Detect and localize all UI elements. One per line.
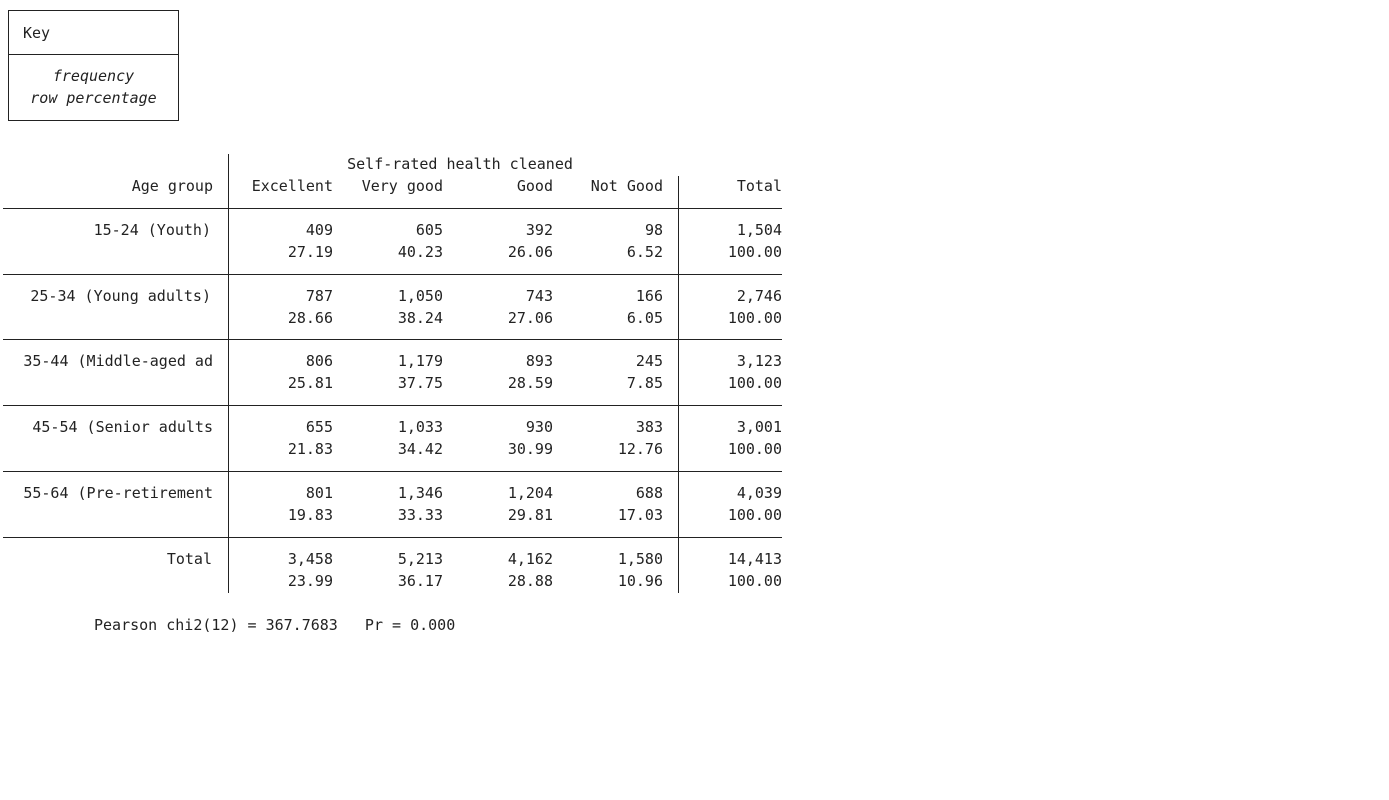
frequency-cell: 893: [525, 352, 553, 370]
key-title: Key: [23, 24, 51, 42]
total-frequency-cell: 4,162: [507, 550, 553, 568]
frequency-cell: 409: [305, 221, 333, 239]
row-rule: [3, 274, 782, 275]
key-box: Key frequency row percentage: [8, 10, 179, 121]
row-label: 15-24 (Youth): [93, 221, 211, 239]
frequency-cell: 806: [305, 352, 333, 370]
column-variable-header: Self-rated health cleaned: [347, 155, 573, 173]
grand-total-percentage-cell: 100.00: [727, 572, 782, 590]
frequency-cell: 98: [644, 221, 663, 239]
total-row-label: Total: [166, 550, 212, 568]
frequency-cell: 930: [525, 418, 553, 436]
key-row-percentage-label: row percentage: [30, 89, 157, 107]
row-percentage-cell: 17.03: [617, 506, 663, 524]
frequency-cell: 605: [415, 221, 443, 239]
row-percentage-cell: 37.75: [397, 374, 443, 392]
total-column-divider: [678, 176, 679, 593]
row-percentage-cell: 6.52: [626, 243, 663, 261]
row-percentage-cell: 27.06: [507, 309, 553, 327]
frequency-total-cell: 3,001: [736, 418, 782, 436]
column-header-total: Total: [736, 177, 782, 195]
row-percentage-cell: 12.76: [617, 440, 663, 458]
row-percentage-cell: 26.06: [507, 243, 553, 261]
frequency-total-cell: 4,039: [736, 484, 782, 502]
row-percentage-total-cell: 100.00: [727, 440, 782, 458]
row-percentage-cell: 19.83: [287, 506, 333, 524]
row-percentage-cell: 28.59: [507, 374, 553, 392]
row-percentage-cell: 29.81: [507, 506, 553, 524]
row-percentage-total-cell: 100.00: [727, 243, 782, 261]
frequency-cell: 743: [525, 287, 553, 305]
row-percentage-cell: 34.42: [397, 440, 443, 458]
row-percentage-total-cell: 100.00: [727, 506, 782, 524]
frequency-total-cell: 2,746: [736, 287, 782, 305]
row-variable-header: Age group: [131, 177, 213, 195]
row-rule: [3, 405, 782, 406]
column-header-good: Good: [516, 177, 553, 195]
frequency-total-cell: 1,504: [736, 221, 782, 239]
row-label: 25-34 (Young adults): [30, 287, 211, 305]
row-percentage-total-cell: 100.00: [727, 309, 782, 327]
row-label: 35-44 (Middle-aged ad: [23, 352, 213, 370]
row-percentage-cell: 38.24: [397, 309, 443, 327]
row-percentage-cell: 6.05: [626, 309, 663, 327]
frequency-cell: 245: [635, 352, 663, 370]
column-header-very-good: Very good: [361, 177, 443, 195]
row-label-divider: [228, 154, 229, 593]
row-percentage-cell: 40.23: [397, 243, 443, 261]
key-divider: [9, 54, 178, 55]
total-percentage-cell: 23.99: [287, 572, 333, 590]
frequency-cell: 392: [525, 221, 553, 239]
row-percentage-cell: 30.99: [507, 440, 553, 458]
key-frequency-label: frequency: [52, 67, 135, 85]
frequency-cell: 1,346: [397, 484, 443, 502]
total-frequency-cell: 5,213: [397, 550, 443, 568]
frequency-cell: 801: [305, 484, 333, 502]
column-header-excellent: Excellent: [251, 177, 333, 195]
total-percentage-cell: 28.88: [507, 572, 553, 590]
frequency-cell: 166: [635, 287, 663, 305]
frequency-cell: 787: [305, 287, 333, 305]
frequency-cell: 383: [635, 418, 663, 436]
row-percentage-cell: 7.85: [626, 374, 663, 392]
frequency-cell: 1,033: [397, 418, 443, 436]
grand-total-frequency-cell: 14,413: [727, 550, 782, 568]
total-frequency-cell: 1,580: [617, 550, 663, 568]
row-rule: [3, 471, 782, 472]
pearson-chi2-statistic: Pearson chi2(12) = 367.7683 Pr = 0.000: [94, 616, 456, 634]
row-percentage-cell: 25.81: [287, 374, 333, 392]
total-rule: [3, 537, 782, 538]
header-rule: [3, 208, 782, 209]
frequency-total-cell: 3,123: [736, 352, 782, 370]
row-rule: [3, 339, 782, 340]
total-percentage-cell: 36.17: [397, 572, 443, 590]
row-percentage-cell: 28.66: [287, 309, 333, 327]
frequency-cell: 1,204: [507, 484, 553, 502]
frequency-cell: 655: [305, 418, 333, 436]
frequency-cell: 688: [635, 484, 663, 502]
row-percentage-cell: 21.83: [287, 440, 333, 458]
frequency-cell: 1,179: [397, 352, 443, 370]
row-percentage-cell: 27.19: [287, 243, 333, 261]
row-label: 45-54 (Senior adults: [32, 418, 213, 436]
total-percentage-cell: 10.96: [617, 572, 663, 590]
total-frequency-cell: 3,458: [287, 550, 333, 568]
row-percentage-cell: 33.33: [397, 506, 443, 524]
frequency-cell: 1,050: [397, 287, 443, 305]
row-label: 55-64 (Pre-retirement: [23, 484, 213, 502]
column-header-not-good: Not Good: [590, 177, 663, 195]
row-percentage-total-cell: 100.00: [727, 374, 782, 392]
